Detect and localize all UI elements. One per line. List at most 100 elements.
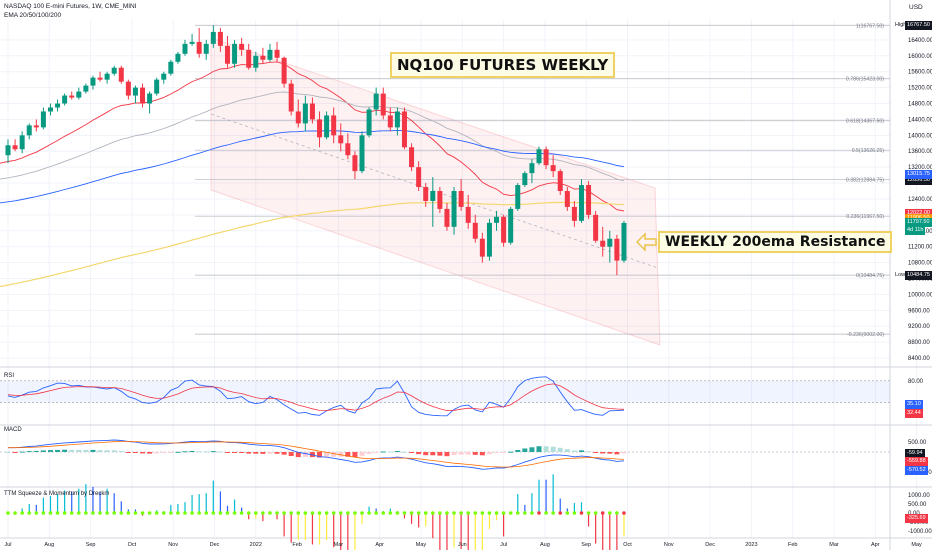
descending-channel (210, 37, 661, 346)
candle-body (5, 145, 11, 156)
ttm-label: TTM Squeeze & Momentum by Dreckm (4, 491, 110, 497)
ttm-squeeze-dot (183, 511, 187, 515)
ttm-squeeze-dot (466, 511, 471, 515)
candle-body (536, 149, 542, 164)
macd-hist-bar (366, 452, 372, 454)
ttm-squeeze-dot (246, 511, 251, 515)
fib-label: 0.5(13626.25) (852, 148, 885, 154)
ttm-squeeze-dot (508, 511, 513, 515)
candle-body (309, 103, 315, 120)
candle-body (274, 49, 280, 58)
macd-hist-bar (118, 450, 124, 452)
ttm-squeeze-dot (84, 511, 88, 515)
x-tick-label: Feb (788, 542, 797, 548)
ttm-squeeze-dot (6, 511, 10, 515)
candle-body (168, 61, 174, 74)
candle-body (69, 95, 75, 98)
ttm-squeeze-dot (310, 511, 315, 515)
ttm-squeeze-dot (523, 511, 527, 515)
rsi-tick-label: 80.00 (908, 379, 924, 385)
price-tag: 10484.75 (905, 270, 932, 280)
macd-hist-bar (5, 452, 11, 453)
ttm-squeeze-dot (551, 511, 555, 515)
x-tick-label: Mar (334, 542, 344, 548)
macd-hist-bar (472, 452, 478, 455)
macd-hist-bar (267, 452, 273, 454)
x-tick-label: Sep (86, 542, 96, 548)
ttm-squeeze-dot (126, 511, 131, 515)
ttm-squeeze-dot (608, 511, 612, 515)
macd-hist-bar (508, 451, 514, 453)
candle-body (281, 57, 287, 84)
ttm-squeeze-dot (402, 511, 407, 515)
macd-hist-bar (394, 450, 400, 452)
candle-body (203, 43, 209, 54)
macd-hist-bar (359, 452, 365, 456)
candle-body (224, 45, 230, 64)
x-tick-label: Sep (581, 542, 591, 548)
ttm-squeeze-dot (416, 511, 421, 515)
ttm-squeeze-dot (133, 511, 138, 515)
fib-label: 0.382(12884.75) (846, 178, 884, 184)
candle-body (430, 191, 436, 201)
candle-body (210, 31, 216, 44)
candle-body (373, 93, 379, 110)
ttm-squeeze-dot (232, 511, 237, 515)
ttm-squeeze-dot (13, 511, 17, 515)
ttm-squeeze-dot (324, 511, 329, 515)
resistance-annotation: WEEKLY 200ema Resistance (658, 231, 893, 253)
x-tick-label: Apr (871, 542, 880, 548)
macd-hist-bar (168, 452, 174, 453)
ttm-squeeze-dot (317, 511, 322, 515)
candle-body (33, 125, 39, 128)
candle-body (302, 103, 308, 124)
macd-hist-bar (550, 446, 556, 452)
macd-hist-bar (324, 452, 330, 457)
ttm-squeeze-dot (480, 511, 485, 515)
rsi-label: RSI (4, 373, 15, 379)
macd-hist-bar (246, 452, 252, 454)
x-tick-label: Dec (210, 542, 220, 548)
price-tag: -325.69 (905, 514, 928, 524)
ttm-squeeze-dot (77, 511, 81, 515)
macd-hist-bar (55, 449, 61, 452)
ttm-squeeze-dot (395, 511, 400, 515)
currency-label: USD (909, 4, 923, 11)
ttm-squeeze-dot (197, 511, 201, 515)
macd-hist-bar (47, 450, 53, 452)
candle-body (76, 91, 82, 98)
macd-hist-bar (465, 452, 471, 455)
ttm-squeeze-dot (303, 511, 308, 515)
macd-hist-bar (189, 450, 195, 452)
arrow-left-icon (636, 232, 657, 252)
ttm-squeeze-dot (154, 511, 159, 515)
macd-hist-bar (90, 449, 96, 452)
ttm-squeeze-dot (353, 511, 357, 515)
candle-body (515, 185, 521, 209)
x-tick-label: Nov (664, 542, 674, 548)
macd-hist-bar (76, 449, 82, 452)
ttm-squeeze-dot (239, 511, 244, 515)
candle-body (288, 83, 294, 112)
fibonacci-levels: 1(16767.50) 0.786(15423.00) 0.618(14367.50… (195, 23, 890, 338)
price-tag: 11797.50 (905, 218, 932, 228)
candle-body (614, 238, 620, 261)
candle-body (437, 191, 443, 209)
candle-body (557, 171, 563, 192)
ttm-tick-label: 0.00 (908, 511, 920, 517)
macd-pane (0, 439, 890, 470)
candle-body (217, 31, 223, 46)
macd-hist-bar (12, 452, 18, 453)
price-tick-label: 14400.00 (908, 117, 932, 123)
time-axis: Jul Aug Sep Oct Nov Dec 2022 Feb Mar Apr May Jun Jul… (4, 542, 922, 548)
ttm-squeeze-dot (431, 511, 435, 515)
price-tag: 13015.75 (905, 169, 932, 179)
ttm-squeeze-dot (452, 511, 456, 515)
macd-hist-bar (302, 452, 308, 457)
candle-body (161, 73, 167, 80)
fib-label: -0.236(9002.00) (847, 332, 884, 338)
macd-hist-bar (132, 452, 138, 453)
macd-hist-bar (83, 449, 89, 452)
x-tick-label: Oct (623, 542, 632, 548)
